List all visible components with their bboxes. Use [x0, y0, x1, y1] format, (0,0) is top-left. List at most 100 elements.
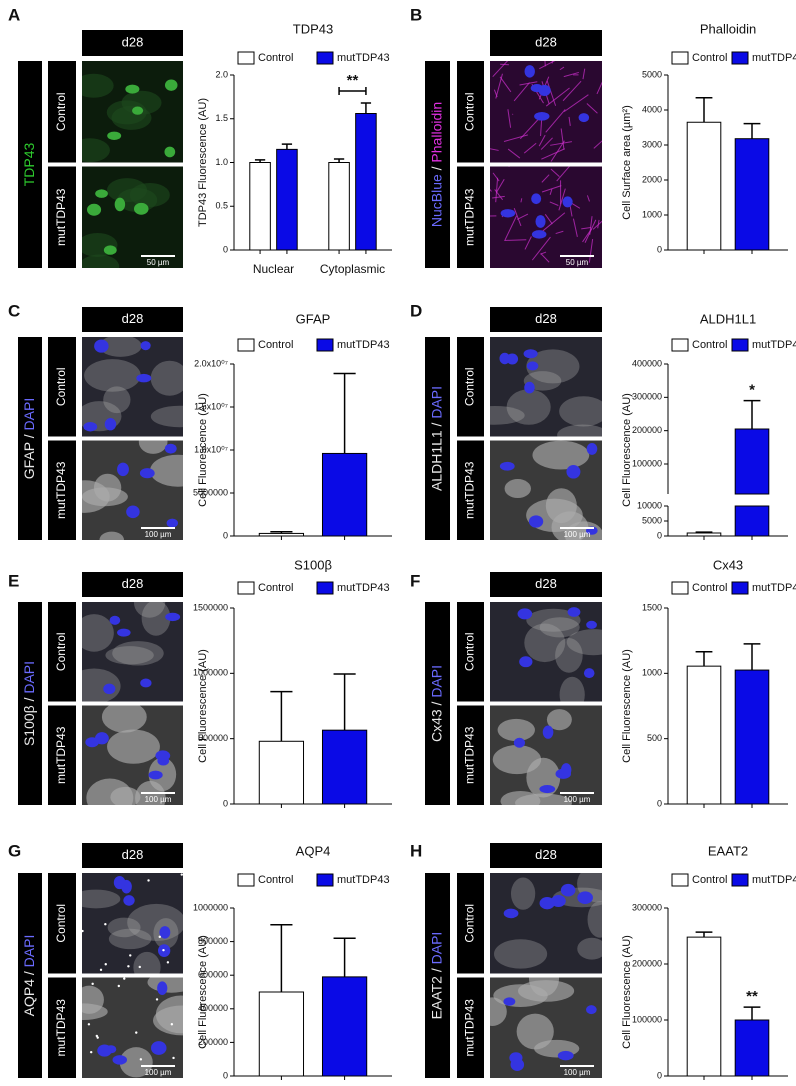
nucleus	[155, 750, 171, 761]
nucleus	[107, 131, 122, 141]
nucleus	[148, 770, 163, 780]
speck	[117, 984, 121, 988]
y-tick-label: 0	[223, 244, 228, 254]
fiber	[495, 73, 503, 99]
fiber	[544, 214, 553, 225]
nucleus	[83, 421, 98, 432]
bar	[734, 428, 770, 495]
micrograph	[82, 61, 183, 163]
fiber	[492, 61, 509, 78]
row-label-box	[48, 61, 76, 163]
cell-body	[539, 617, 580, 638]
panel-letter: F	[410, 571, 420, 590]
cell-body	[150, 360, 183, 396]
row-label-box	[457, 166, 484, 268]
nucleus	[132, 106, 144, 115]
nucleus	[97, 1044, 112, 1057]
fiber	[545, 87, 570, 107]
stain-part: Phalloidin	[428, 102, 444, 163]
cell-body	[559, 396, 602, 427]
bar	[734, 1019, 770, 1077]
cell-body	[82, 889, 121, 909]
cell-body	[105, 646, 154, 665]
nucleus	[513, 737, 526, 748]
nucleus	[151, 1041, 167, 1055]
y-tick-label: 0.5	[215, 201, 228, 211]
cell-body	[101, 705, 147, 733]
speck	[129, 954, 132, 957]
row-label: Control	[463, 367, 477, 406]
stain-part: DAPI	[21, 398, 37, 431]
fiber	[540, 253, 550, 263]
nucleus	[126, 505, 140, 519]
cell-body	[150, 405, 183, 428]
stain-part: DAPI	[21, 661, 37, 694]
row-label-box	[457, 977, 484, 1078]
y-tick-label: 1500	[642, 602, 662, 612]
legend-label: mutTDP43	[752, 582, 796, 594]
row-label-box	[457, 873, 484, 974]
fiber	[513, 208, 522, 227]
scale-bar-label: 100 µm	[564, 530, 591, 539]
cell-body	[559, 676, 585, 702]
micrograph	[490, 705, 602, 805]
legend-label: mutTDP43	[752, 339, 796, 351]
row-label-box	[48, 977, 76, 1078]
image-header: d28	[535, 311, 557, 326]
fiber	[549, 188, 553, 195]
y-tick-label: 1.5x10⁰⁷	[194, 401, 228, 411]
chart-title: TDP43	[293, 21, 333, 36]
nucleus	[166, 518, 178, 528]
image-header: d28	[122, 576, 144, 591]
scale-bar-label: 100 µm	[145, 530, 172, 539]
nucleus	[531, 193, 542, 205]
speck	[127, 965, 130, 968]
speck	[158, 935, 161, 939]
cell-body	[133, 602, 166, 618]
speck	[91, 982, 94, 986]
row-label: mutTDP43	[463, 999, 477, 1057]
stain-part: DAPI	[428, 932, 444, 965]
bar	[258, 740, 305, 805]
stain-part: EAAT2 /	[428, 964, 444, 1019]
cytoplasm	[121, 90, 162, 115]
cell-body	[138, 440, 168, 454]
fiber	[555, 230, 564, 235]
cell-body	[82, 480, 110, 513]
y-tick-label: 5000000	[193, 487, 228, 497]
y-tick-label: 5000	[642, 69, 662, 79]
nucleus	[566, 465, 581, 479]
stain-box	[425, 602, 450, 805]
y-tick-label: 0	[223, 1070, 228, 1080]
y-tick-label: 400000	[198, 1003, 228, 1013]
scale-bar-label: 100 µm	[145, 1068, 172, 1077]
nucleus	[503, 908, 519, 919]
legend-label: Control	[258, 52, 293, 64]
nucleus	[139, 468, 155, 479]
stain-label: TDP43	[21, 143, 37, 187]
fiber	[503, 134, 528, 142]
stain-box	[425, 337, 450, 540]
row-label: mutTDP43	[54, 999, 68, 1057]
image-background	[490, 337, 602, 437]
y-axis-label: Cell Fluorescence (AU)	[621, 649, 633, 763]
y-tick-label: 5000	[642, 515, 662, 525]
speck	[166, 961, 170, 964]
nucleus	[531, 230, 547, 239]
panel-letter: H	[410, 841, 422, 860]
header-box	[82, 572, 183, 597]
y-axis-label: TDP43 Fluorescence (AU)	[197, 98, 209, 227]
stain-part: /	[428, 163, 444, 175]
significance: **	[347, 72, 359, 89]
y-tick-label: 600000	[198, 970, 228, 980]
stain-box	[18, 602, 42, 805]
bar	[321, 452, 368, 537]
nucleus	[524, 65, 535, 78]
chart-title: S100β	[294, 557, 332, 572]
fiber	[549, 201, 559, 206]
bar	[249, 162, 271, 251]
cell-body	[524, 623, 566, 663]
fiber	[516, 213, 529, 220]
legend-swatch	[237, 338, 255, 352]
cell-body	[490, 997, 507, 1026]
